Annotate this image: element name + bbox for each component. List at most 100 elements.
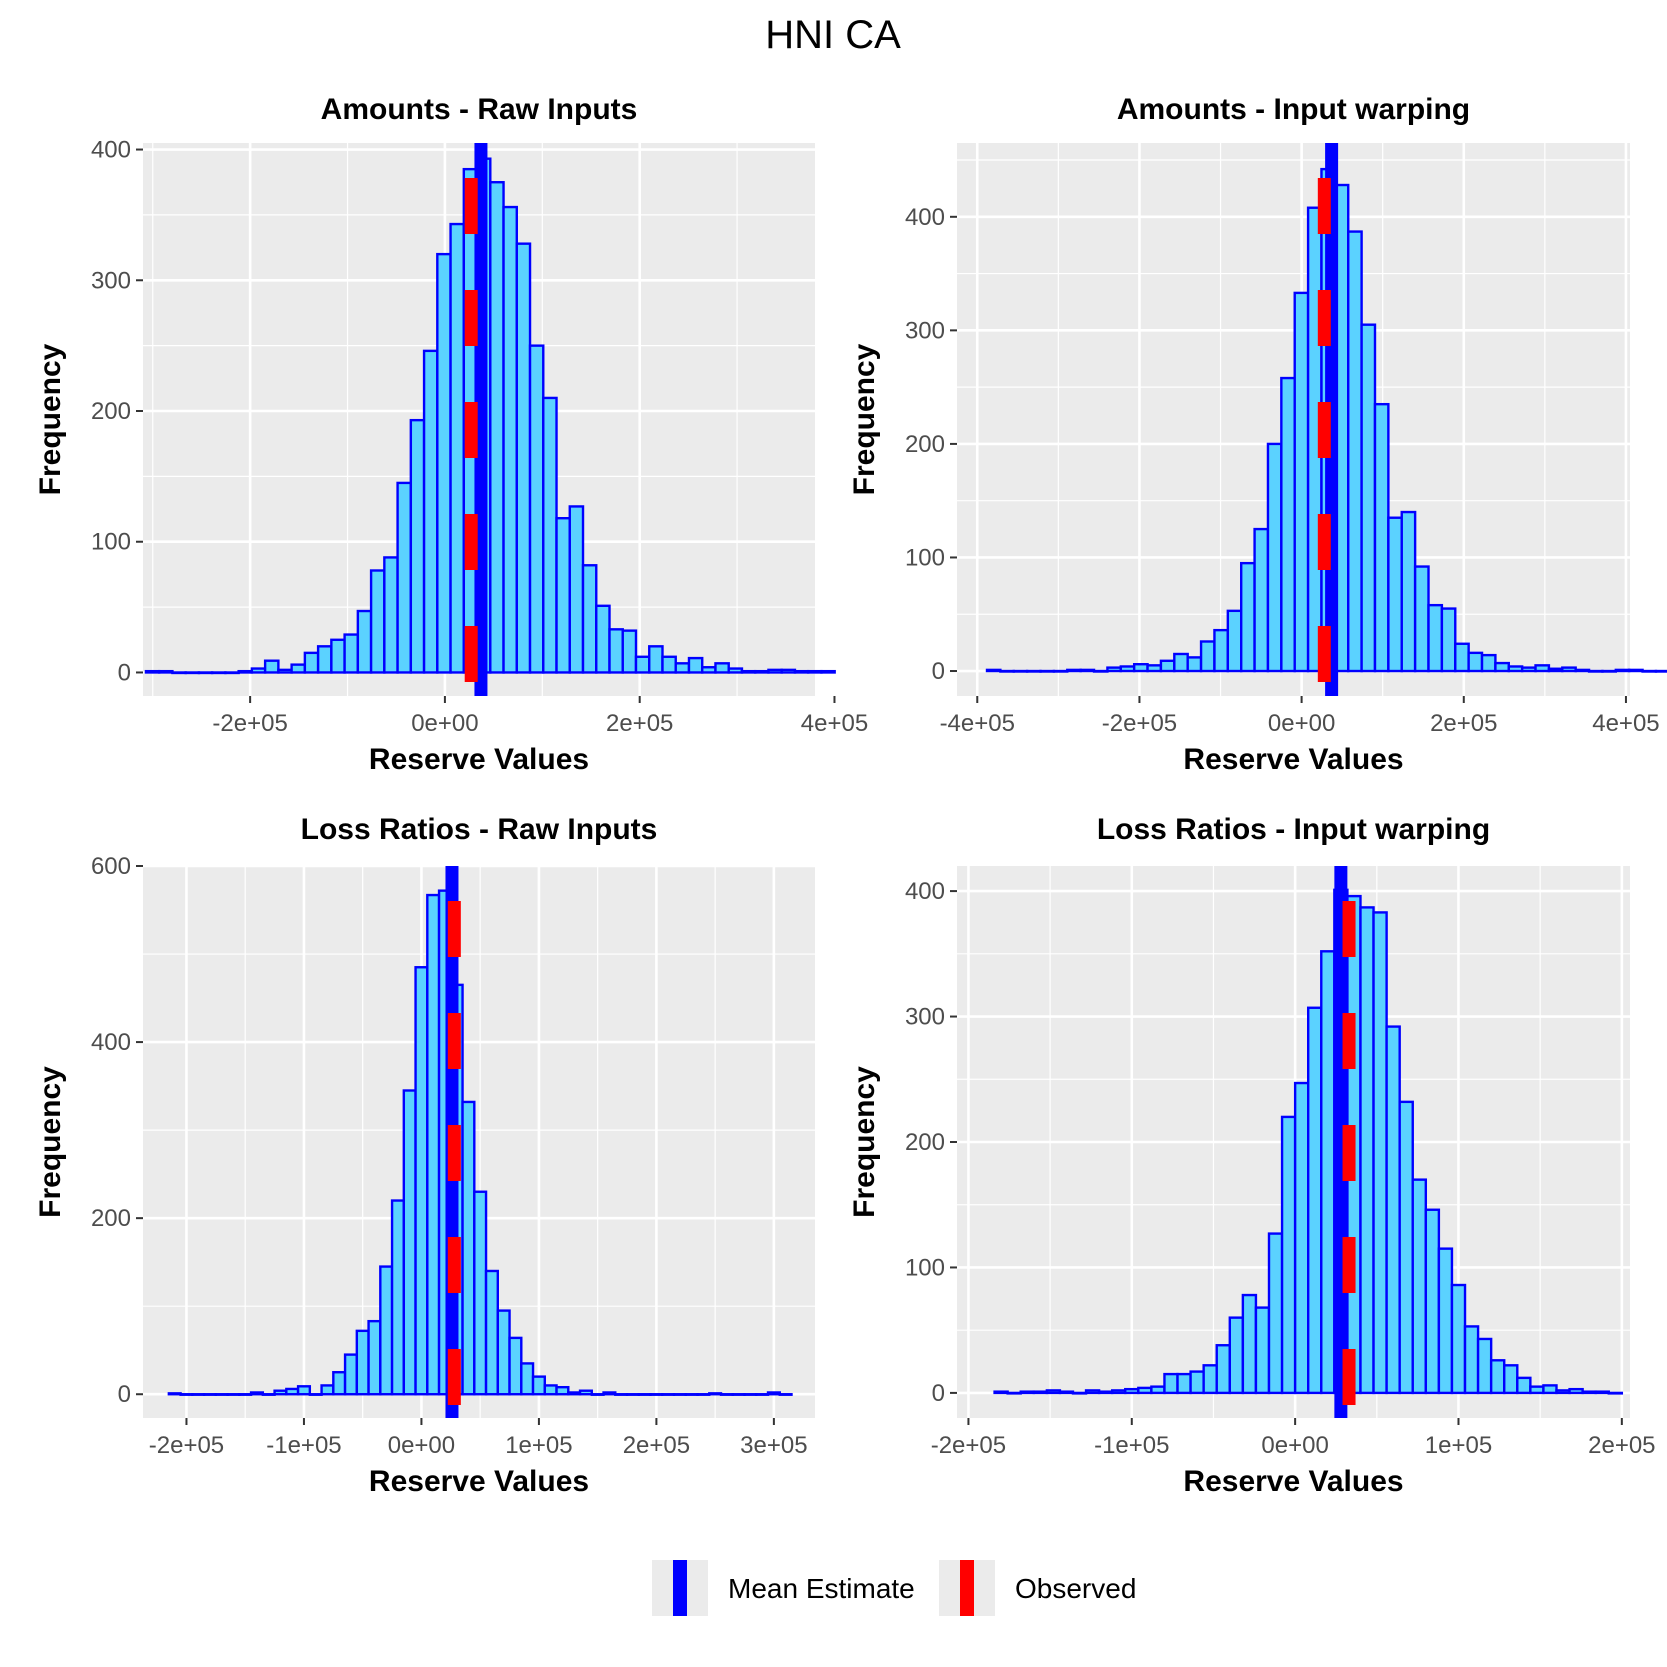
y-tick-label: 600 bbox=[91, 853, 131, 880]
histogram-bar bbox=[727, 667, 744, 674]
legend-key-observed-line bbox=[960, 1560, 974, 1616]
histogram-bar bbox=[1137, 1386, 1153, 1395]
histogram-bar bbox=[1385, 1025, 1401, 1395]
histogram-bar bbox=[191, 1393, 206, 1396]
histogram-bar bbox=[985, 668, 1002, 673]
histogram-bar bbox=[214, 1393, 229, 1396]
histogram-bar bbox=[1614, 668, 1631, 673]
histogram-bar bbox=[999, 669, 1015, 673]
histogram-bar bbox=[637, 1393, 652, 1396]
histogram-bar bbox=[766, 1391, 781, 1396]
histogram-bar bbox=[555, 517, 571, 674]
histogram-bar bbox=[1176, 1372, 1192, 1395]
histogram-bar bbox=[1226, 609, 1243, 673]
histogram-bar bbox=[1173, 652, 1189, 673]
y-tick-label: 300 bbox=[91, 267, 131, 294]
histogram-bar bbox=[1467, 651, 1484, 673]
histogram-bar bbox=[1654, 669, 1667, 673]
histogram-bar bbox=[674, 662, 691, 674]
histogram-bar bbox=[661, 1393, 676, 1396]
histogram-bar bbox=[1427, 603, 1444, 673]
histogram-bar bbox=[719, 1393, 734, 1396]
x-tick-label: 4e+05 bbox=[801, 710, 868, 737]
histogram-bar bbox=[1534, 664, 1551, 673]
histogram-bar bbox=[1266, 442, 1283, 673]
histogram-bar bbox=[343, 633, 360, 674]
histogram-bar bbox=[661, 655, 677, 674]
chart-panel-2: -4e+05 -2e+05 0e+00 2e+05 4e+05 0 100 200 300 400… bbox=[848, 93, 1667, 776]
histogram-bar bbox=[687, 656, 704, 674]
x-tick-label: 3e+05 bbox=[740, 1432, 807, 1459]
histogram-bar bbox=[343, 1353, 359, 1396]
histogram-bar bbox=[1594, 1390, 1610, 1395]
histogram-bar bbox=[708, 1392, 723, 1396]
x-tick-label: -2e+05 bbox=[149, 1432, 224, 1459]
histogram-bar bbox=[1516, 1376, 1532, 1395]
histogram-bar bbox=[531, 1375, 546, 1396]
x-tick-label: 4e+05 bbox=[1592, 710, 1659, 737]
histogram-bar bbox=[778, 1393, 793, 1396]
x-tick-label: 0e+00 bbox=[1261, 1432, 1328, 1459]
histogram-bar bbox=[634, 655, 651, 674]
histogram-bar bbox=[1199, 640, 1216, 673]
histogram-bar bbox=[1547, 667, 1564, 673]
histogram-bar bbox=[1012, 669, 1029, 673]
histogram-bar bbox=[1267, 1232, 1284, 1395]
y-tick-label: 100 bbox=[905, 1254, 945, 1281]
y-axis-label: Frequency bbox=[848, 1066, 881, 1218]
histogram-bar bbox=[1542, 1384, 1558, 1395]
histogram-bar bbox=[144, 669, 161, 674]
chart-panel-3: -2e+05 -1e+05 0e+00 1e+05 2e+05 3e+05 0 200 400 6… bbox=[34, 813, 815, 1498]
histogram-bar bbox=[1280, 1115, 1297, 1395]
histogram-bar bbox=[1146, 664, 1163, 673]
histogram-bar bbox=[528, 344, 545, 674]
x-tick-label: 2e+05 bbox=[623, 1432, 690, 1459]
histogram-bar bbox=[1084, 1389, 1101, 1395]
histogram-bar bbox=[1360, 323, 1377, 673]
histogram-bar bbox=[277, 668, 293, 674]
histogram-bar bbox=[202, 1393, 218, 1396]
histogram-bar bbox=[621, 629, 638, 674]
histogram-bar bbox=[308, 1393, 323, 1396]
histogram-bar bbox=[1450, 1283, 1467, 1395]
x-axis-label: Reserve Values bbox=[1183, 1465, 1403, 1498]
x-tick-label: 1e+05 bbox=[505, 1432, 572, 1459]
histogram-bar bbox=[1568, 1387, 1584, 1395]
histogram-bar bbox=[1241, 1293, 1258, 1395]
y-tick-label: 400 bbox=[905, 878, 945, 905]
histogram-bar bbox=[806, 669, 823, 674]
x-tick-label: -1e+05 bbox=[1094, 1432, 1169, 1459]
histogram-bar bbox=[590, 1393, 605, 1396]
y-tick-label: 0 bbox=[118, 1381, 131, 1408]
y-tick-label: 200 bbox=[91, 1205, 131, 1232]
histogram-bar bbox=[1159, 659, 1176, 673]
panel-title: Loss Ratios - Input warping bbox=[1097, 813, 1490, 846]
y-axis-label: Frequency bbox=[848, 343, 881, 495]
x-tick-label: 0e+00 bbox=[1268, 710, 1335, 737]
y-tick-label: 0 bbox=[932, 658, 945, 685]
histogram-bar bbox=[409, 418, 426, 674]
panel-title: Loss Ratios - Raw Inputs bbox=[301, 813, 658, 846]
legend-item-observed: Observed bbox=[939, 1560, 1136, 1616]
histogram-bar bbox=[332, 1371, 347, 1396]
histogram-bar bbox=[740, 669, 757, 674]
histogram-bar bbox=[273, 1389, 288, 1396]
histogram-bar bbox=[502, 205, 518, 674]
histogram-bar bbox=[767, 668, 783, 674]
histogram-bar bbox=[197, 671, 214, 675]
histogram-bar bbox=[1213, 628, 1230, 673]
histogram-bar bbox=[648, 645, 664, 674]
histogram-bar bbox=[602, 1391, 617, 1396]
histogram-bar bbox=[1032, 1390, 1049, 1395]
histogram-bar bbox=[1293, 1081, 1310, 1395]
histogram-bar bbox=[1052, 669, 1069, 673]
histogram-bar bbox=[367, 1319, 382, 1396]
histogram-bar bbox=[1071, 1391, 1088, 1395]
histogram-bar bbox=[250, 667, 267, 674]
histogram-bar bbox=[1058, 1390, 1075, 1395]
histogram-bar bbox=[261, 1393, 276, 1396]
histogram-bar bbox=[1555, 1389, 1571, 1395]
histogram-bar bbox=[993, 1390, 1009, 1395]
y-axis-label: Frequency bbox=[34, 343, 67, 495]
x-tick-label: -1e+05 bbox=[266, 1432, 341, 1459]
